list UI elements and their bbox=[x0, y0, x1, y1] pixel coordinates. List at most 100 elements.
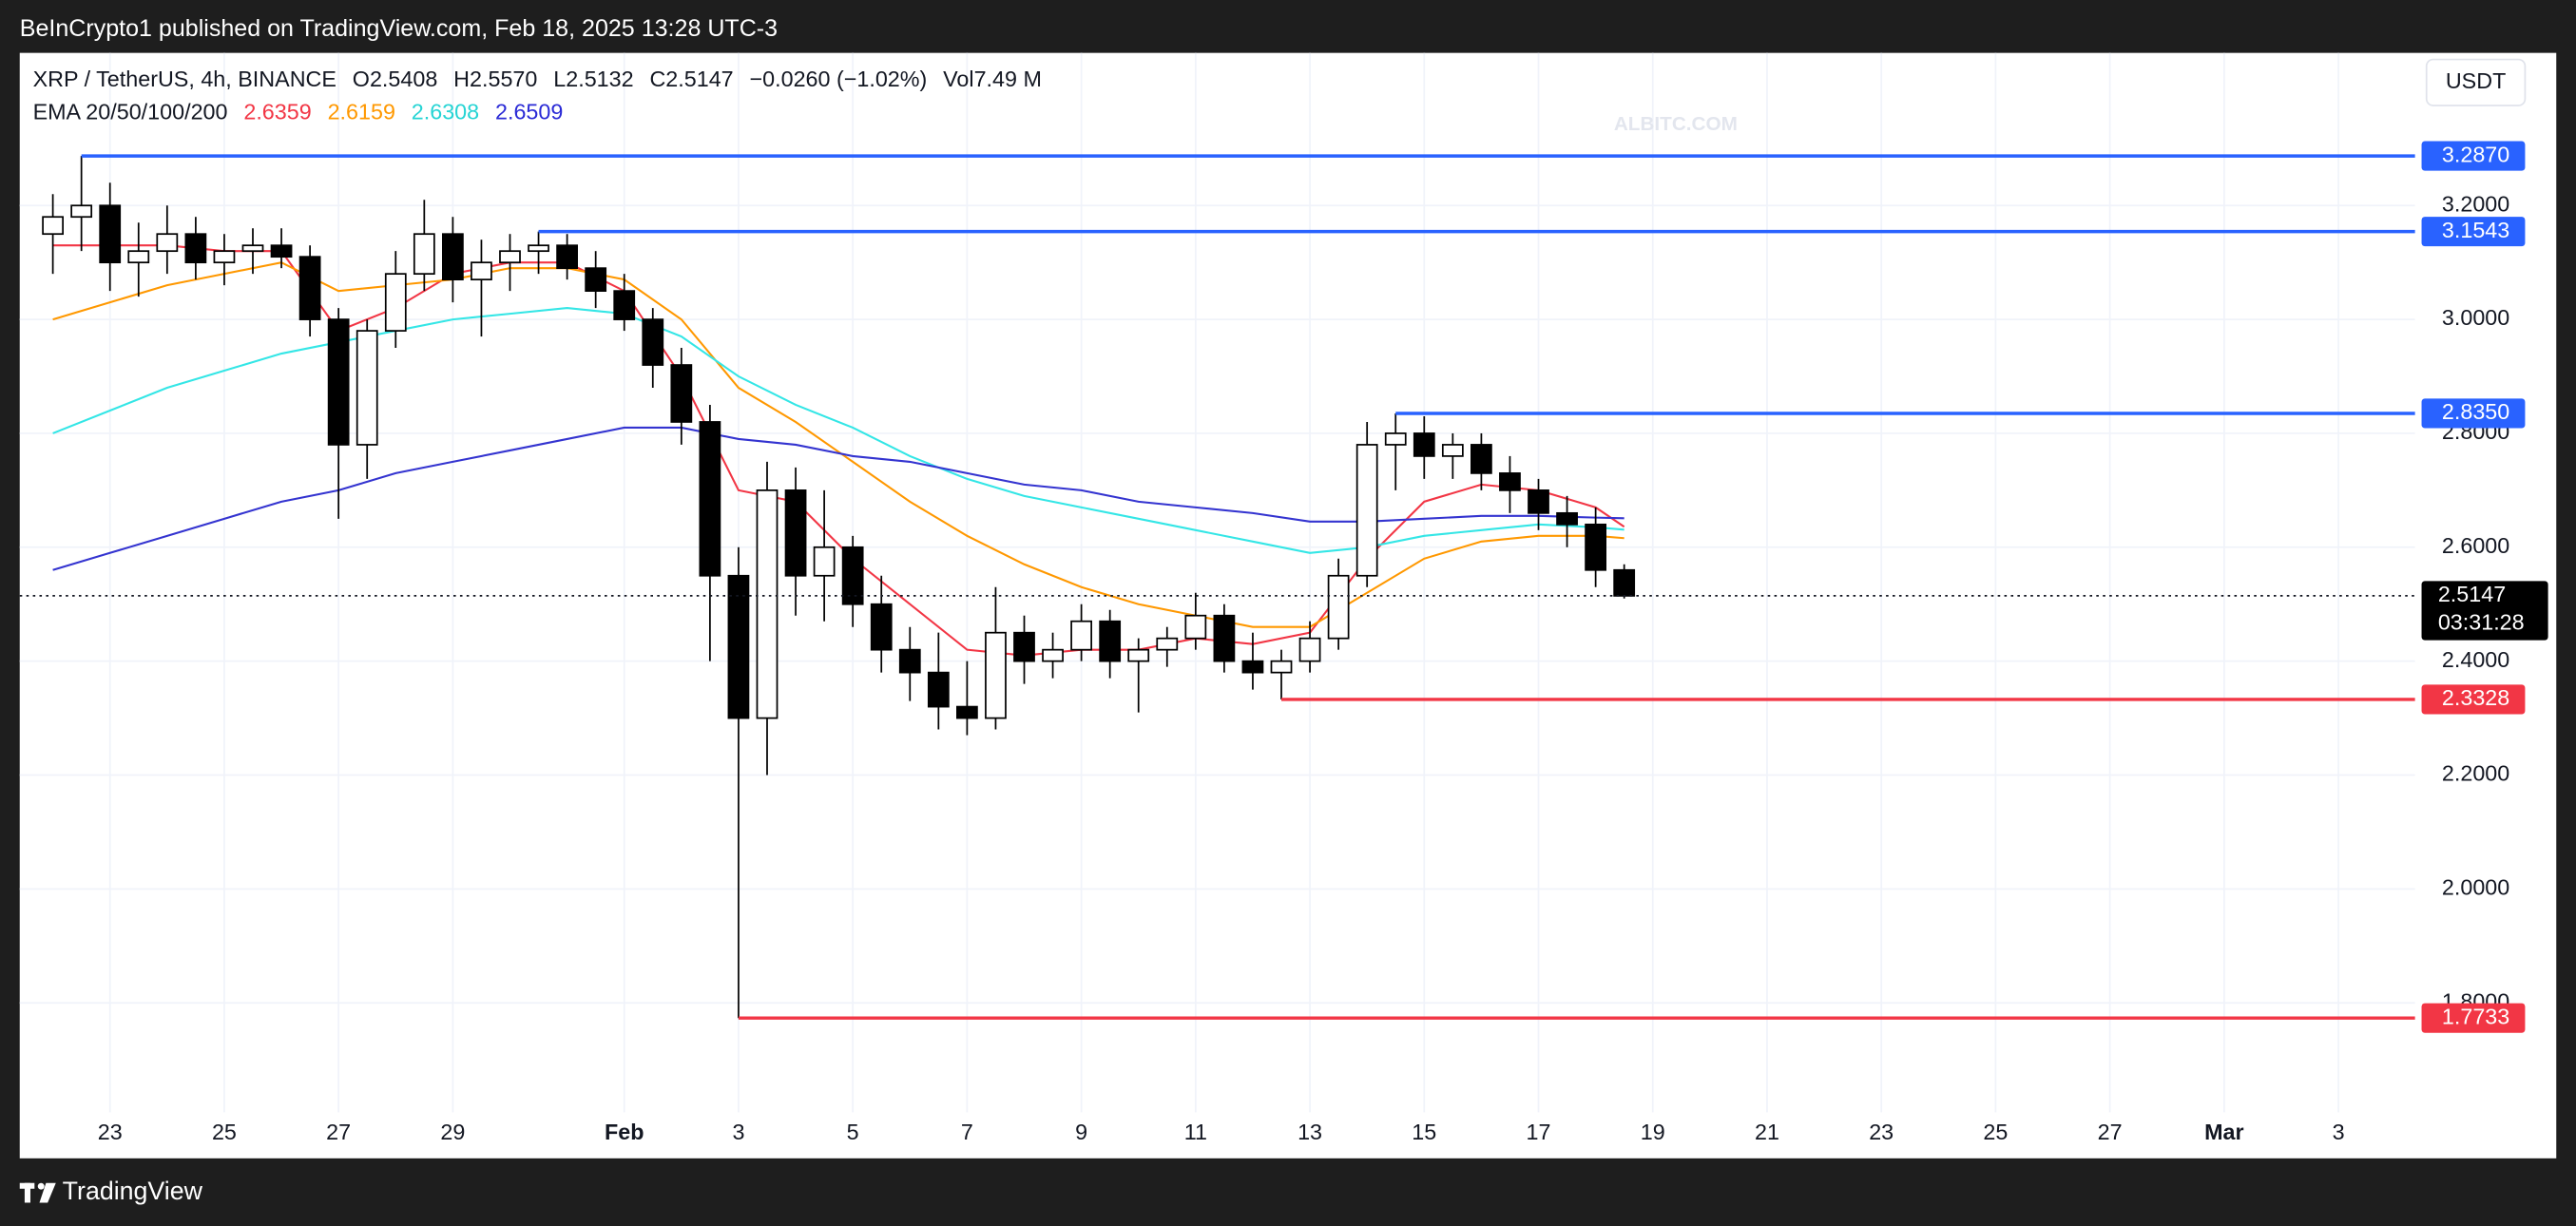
x-tick-label: 23 bbox=[98, 1120, 123, 1144]
ohlc-value: 2.5570 bbox=[470, 67, 537, 91]
x-tick-label: 27 bbox=[326, 1120, 351, 1144]
x-tick-label: 5 bbox=[847, 1120, 859, 1144]
candle-body bbox=[413, 233, 435, 276]
candle-body bbox=[841, 546, 864, 605]
level-label: 3.2870 bbox=[2442, 142, 2509, 166]
x-tick-label: 25 bbox=[212, 1120, 237, 1144]
candle-body bbox=[384, 273, 407, 332]
x-tick-label: 25 bbox=[1983, 1120, 2008, 1144]
x-tick-label: 3 bbox=[2333, 1120, 2345, 1144]
candle-body bbox=[1042, 648, 1064, 662]
x-tick-label: 11 bbox=[1184, 1120, 1207, 1144]
publisher-line: BeInCrypto1 published on TradingView.com… bbox=[20, 15, 778, 42]
x-tick-label: Mar bbox=[2204, 1120, 2244, 1144]
candle-body bbox=[1298, 637, 1321, 662]
candle-body bbox=[1441, 444, 1464, 457]
candle-body bbox=[870, 603, 893, 651]
level-label-box bbox=[2421, 141, 2526, 171]
logo-part bbox=[37, 1182, 45, 1190]
level-label: 2.8350 bbox=[2442, 399, 2509, 424]
y-tick-label: 3.0000 bbox=[2442, 305, 2509, 330]
x-tick-label: Feb bbox=[605, 1120, 644, 1144]
currency-button[interactable] bbox=[2425, 58, 2527, 106]
candle-body bbox=[1585, 523, 1607, 571]
plot bbox=[19, 154, 2415, 1020]
candle-body bbox=[1327, 574, 1350, 640]
logo-part bbox=[39, 1182, 56, 1203]
candle-body bbox=[927, 671, 950, 708]
candle-body bbox=[1241, 660, 1264, 674]
ema-value: 2.6159 bbox=[328, 100, 395, 125]
x-tick-label: 3 bbox=[732, 1120, 744, 1144]
level-label-box bbox=[2421, 217, 2526, 247]
ohlc-key: O bbox=[353, 67, 370, 91]
candle-body bbox=[699, 421, 721, 577]
candle-body bbox=[298, 256, 321, 320]
brand-logo bbox=[19, 1182, 56, 1203]
candle-body bbox=[727, 574, 750, 719]
x-tick-label: 21 bbox=[1755, 1120, 1779, 1144]
candle-body bbox=[156, 233, 179, 253]
level-label: 1.7733 bbox=[2442, 1004, 2509, 1028]
candle-body bbox=[813, 546, 836, 577]
candle-body bbox=[1613, 568, 1636, 597]
level-label-box bbox=[2421, 398, 2526, 429]
ohlc-value: 2.5132 bbox=[566, 67, 633, 91]
candle-body bbox=[327, 318, 350, 446]
x-tick-label: 13 bbox=[1298, 1120, 1322, 1144]
volume: 7.49 M bbox=[974, 67, 1042, 91]
currency[interactable]: USDT bbox=[2446, 68, 2507, 93]
ohlc-key: H bbox=[453, 67, 470, 91]
y-tick-label: 2.4000 bbox=[2442, 647, 2509, 672]
ohlc-value: 2.5408 bbox=[370, 67, 437, 91]
ohlc-value: 2.5147 bbox=[665, 67, 733, 91]
candle-body bbox=[184, 233, 207, 264]
ema-value: 2.6509 bbox=[495, 100, 563, 125]
symbol-legend: XRP / TetherUS, 4h, BINANCE O2.5408 H2.5… bbox=[33, 67, 1042, 91]
x-tick-label: 29 bbox=[440, 1120, 465, 1144]
x-tick-label: 7 bbox=[961, 1120, 973, 1144]
countdown: 03:31:28 bbox=[2438, 609, 2525, 634]
x-tick-label: 27 bbox=[2098, 1120, 2123, 1144]
candle-body bbox=[1070, 620, 1093, 651]
ema-line bbox=[52, 307, 1624, 554]
price-axis: 23 25 27 29 Feb 3 5 7 9 11 13 15 17 19 21 23 25 27 Mar 31.8… bbox=[98, 141, 2548, 1144]
x-tick-label: 15 bbox=[1412, 1120, 1436, 1144]
candle-body bbox=[1528, 489, 1549, 514]
candle-body bbox=[499, 250, 521, 264]
y-tick-label: 3.2000 bbox=[2442, 191, 2509, 216]
candle-body bbox=[642, 318, 664, 366]
level-label-box bbox=[2421, 684, 2526, 715]
candle-body bbox=[1556, 511, 1578, 526]
y-tick-label: 2.0000 bbox=[2442, 875, 2509, 900]
candle-body bbox=[898, 648, 921, 674]
candle-body bbox=[1270, 660, 1293, 674]
candle-body bbox=[1013, 631, 1035, 662]
candle-body bbox=[127, 250, 150, 264]
x-tick-label: 9 bbox=[1075, 1120, 1087, 1144]
candle-body bbox=[42, 216, 64, 236]
x-tick-label: 23 bbox=[1869, 1120, 1894, 1144]
candle-body bbox=[1471, 444, 1492, 474]
candle-body bbox=[442, 233, 464, 281]
candle-body bbox=[1355, 444, 1378, 577]
logo-part bbox=[24, 1182, 30, 1203]
candle-body bbox=[556, 244, 578, 270]
y-tick-label: 2.6000 bbox=[2442, 533, 2509, 558]
candle-body bbox=[270, 244, 293, 259]
candle-body bbox=[784, 489, 807, 577]
candle-body bbox=[1184, 614, 1207, 640]
candle-body bbox=[1413, 432, 1435, 457]
ema-legend: EMA 20/50/100/200 2.6359 2.6159 2.6308 2… bbox=[33, 100, 564, 125]
level-label-box bbox=[2421, 1003, 2526, 1033]
candle-body bbox=[1099, 620, 1122, 662]
candle-body bbox=[985, 631, 1007, 719]
candle-body bbox=[1156, 637, 1179, 651]
last-price: 2.5147 bbox=[2438, 582, 2506, 606]
x-tick-label: 17 bbox=[1527, 1120, 1551, 1144]
candle-body bbox=[585, 267, 607, 292]
ohlc-key: C bbox=[649, 67, 665, 91]
candle-body bbox=[1127, 648, 1150, 662]
change: −0.0260 (−1.02%) bbox=[750, 67, 928, 91]
symbol: XRP / TetherUS, 4h, BINANCE bbox=[33, 67, 336, 91]
